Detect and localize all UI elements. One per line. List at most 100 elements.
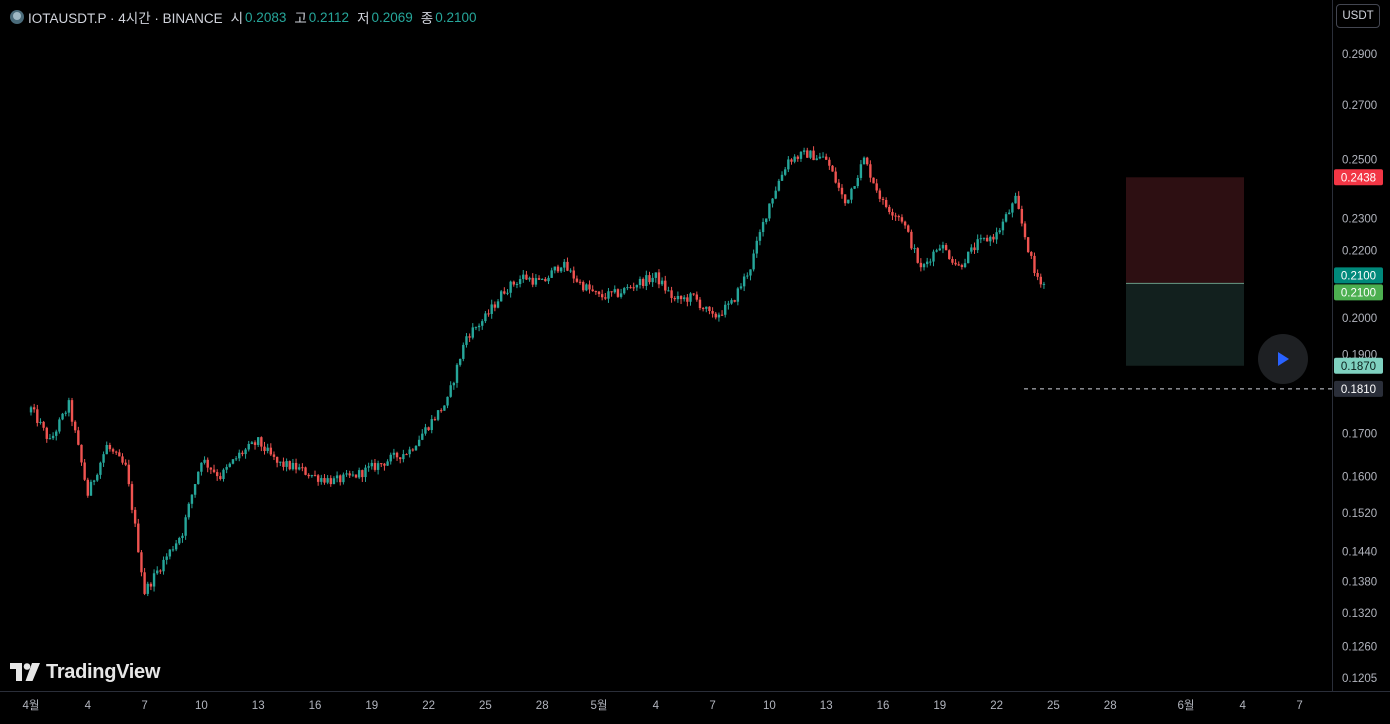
logo-text: TradingView xyxy=(46,660,161,683)
candle xyxy=(948,249,951,260)
candle xyxy=(774,186,777,200)
symbol-title[interactable]: IOTAUSDT.P · 4시간 · BINANCE xyxy=(28,11,223,26)
candle xyxy=(48,434,52,440)
candle xyxy=(582,280,585,292)
candle xyxy=(563,258,566,273)
candle xyxy=(503,287,506,295)
candle xyxy=(269,443,273,456)
candle xyxy=(960,263,964,270)
candle xyxy=(701,306,705,312)
candle xyxy=(692,293,695,296)
candle xyxy=(793,154,796,164)
open-value: 0.2083 xyxy=(245,9,287,25)
candle xyxy=(537,275,541,281)
candle xyxy=(998,228,1001,235)
candle xyxy=(878,188,882,203)
candle xyxy=(1033,252,1036,277)
candle xyxy=(866,156,869,166)
candle xyxy=(402,449,405,463)
price-tick-label: 0.1205 xyxy=(1342,673,1377,685)
candle xyxy=(944,243,948,251)
candle xyxy=(367,462,370,472)
candle xyxy=(578,279,582,285)
candle xyxy=(686,294,689,307)
candle xyxy=(749,269,752,281)
price-tick-label: 0.1260 xyxy=(1342,641,1377,653)
candle xyxy=(550,267,553,278)
symbol-logo-icon xyxy=(10,10,24,24)
candle xyxy=(332,476,336,485)
candle xyxy=(263,441,266,455)
candle xyxy=(765,218,768,225)
candle xyxy=(29,405,33,416)
candle xyxy=(903,220,907,229)
candle xyxy=(171,545,175,552)
candle xyxy=(477,323,481,332)
candle xyxy=(190,494,194,509)
candle xyxy=(569,268,572,273)
price-tick-label: 0.1700 xyxy=(1342,428,1377,440)
candle xyxy=(673,296,676,302)
horizontal-level-price-label: 0.1810 xyxy=(1334,380,1383,397)
candle xyxy=(471,323,474,340)
candle xyxy=(544,277,547,282)
candle xyxy=(215,469,219,481)
candle xyxy=(802,147,806,155)
currency-button[interactable]: USDT xyxy=(1336,4,1380,28)
candle xyxy=(203,456,206,465)
svg-text:0.2438: 0.2438 xyxy=(1341,172,1376,184)
candle xyxy=(105,441,108,455)
candle xyxy=(604,292,607,301)
candle xyxy=(806,147,809,158)
candle xyxy=(301,463,304,472)
candle xyxy=(130,481,134,514)
candle xyxy=(736,286,740,306)
candle xyxy=(253,440,257,450)
candle xyxy=(449,381,452,398)
candle xyxy=(859,160,863,181)
candle xyxy=(266,443,269,454)
candle xyxy=(995,227,998,244)
candle xyxy=(525,270,528,281)
svg-text:0.2100: 0.2100 xyxy=(1341,270,1376,282)
candle xyxy=(115,450,118,455)
candle xyxy=(616,288,620,298)
candle xyxy=(812,146,815,161)
stop-loss-zone[interactable] xyxy=(1126,177,1244,284)
price-tick-label: 0.2700 xyxy=(1342,100,1377,112)
candle xyxy=(339,474,342,486)
candle xyxy=(979,234,983,244)
time-tick-label: 4월 xyxy=(23,699,40,712)
take-profit-zone[interactable] xyxy=(1126,283,1244,366)
candle xyxy=(380,462,383,468)
candle xyxy=(657,269,661,289)
tradingview-logo[interactable]: TradingView xyxy=(10,660,160,684)
candle xyxy=(594,290,598,295)
last-price-label: 0.2100 xyxy=(1334,267,1383,284)
candle xyxy=(534,274,538,287)
stop-loss-price-label: 0.2438 xyxy=(1334,169,1383,186)
candle xyxy=(257,437,260,448)
candle xyxy=(386,459,389,466)
candle xyxy=(689,292,692,306)
candle xyxy=(260,436,263,452)
candle xyxy=(140,550,143,577)
candle xyxy=(392,448,396,459)
candle xyxy=(613,285,616,294)
candle xyxy=(597,290,601,297)
candle xyxy=(206,457,209,473)
candle xyxy=(607,287,610,303)
candle xyxy=(468,333,471,343)
candle xyxy=(884,197,888,209)
candle xyxy=(705,306,708,313)
candle xyxy=(790,158,793,165)
low-label: 저 xyxy=(357,11,370,26)
candle xyxy=(51,432,55,441)
time-tick-label: 5월 xyxy=(591,699,608,712)
candle xyxy=(645,270,648,291)
replay-button[interactable] xyxy=(1258,334,1308,384)
time-tick-label: 4 xyxy=(1240,700,1247,712)
candle xyxy=(86,477,89,498)
candle xyxy=(282,457,285,471)
